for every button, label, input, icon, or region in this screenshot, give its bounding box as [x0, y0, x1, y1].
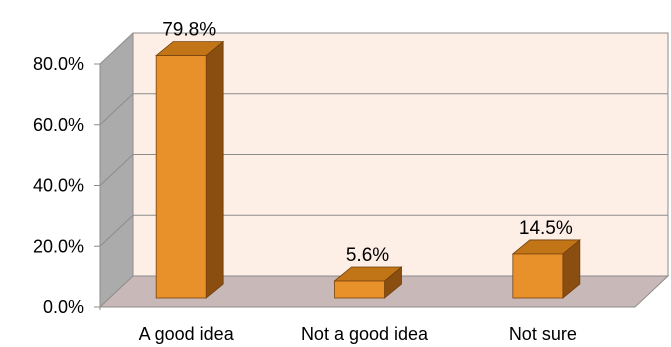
- x-tick-label: Not sure: [509, 324, 577, 344]
- data-label: 79.8%: [162, 20, 216, 41]
- gridlines: [99, 32, 668, 247]
- x-tick-label: Not a good idea: [301, 324, 429, 344]
- y-tick-label: 80.0%: [33, 54, 84, 74]
- bars: [155, 40, 581, 299]
- gridline: [99, 32, 668, 65]
- bar: [155, 55, 207, 299]
- y-tick-label: 0.0%: [43, 297, 84, 317]
- data-labels: 79.8% 5.6% 14.5%: [162, 20, 573, 266]
- data-label: 14.5%: [519, 218, 573, 239]
- gridline: [99, 93, 668, 126]
- x-axis-labels: A good idea Not a good idea Not sure: [139, 324, 577, 344]
- bar: [334, 280, 385, 299]
- bar: [512, 253, 564, 299]
- y-axis-ticks: 0.0% 20.0% 40.0% 60.0% 80.0%: [33, 54, 100, 317]
- gridline: [99, 214, 668, 247]
- bar-side: [205, 40, 224, 299]
- data-label: 5.6%: [346, 245, 389, 266]
- x-tick-label: A good idea: [139, 324, 235, 344]
- y-tick-label: 20.0%: [33, 236, 84, 256]
- y-tick-label: 60.0%: [33, 115, 84, 135]
- gridline: [99, 154, 668, 186]
- y-tick-label: 40.0%: [33, 176, 84, 196]
